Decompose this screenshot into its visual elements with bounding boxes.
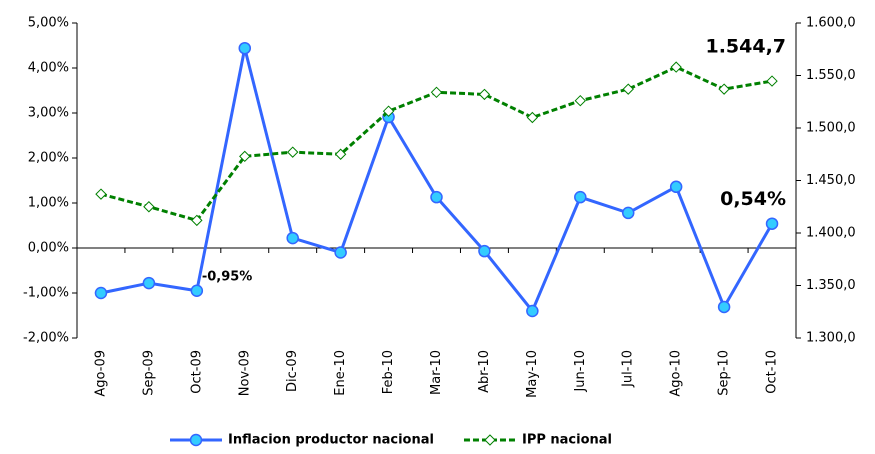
marker [94, 286, 108, 300]
marker [621, 206, 635, 220]
marker [190, 284, 204, 297]
marker [286, 231, 299, 245]
y-tick-label: 3,00% [28, 106, 69, 121]
marker [574, 190, 587, 204]
x-tick-label: Sep-10 [717, 350, 732, 396]
x-tick-label: May-10 [525, 350, 540, 398]
x-tick-label: Dic-09 [285, 350, 300, 392]
marker [142, 276, 156, 290]
data-label: 0,54% [720, 188, 786, 210]
marker [526, 304, 539, 318]
x-tick-label: Jun-10 [573, 350, 588, 393]
marker [718, 83, 730, 95]
y-tick-label: 4,00% [28, 61, 69, 76]
legend-label: IPP nacional [522, 433, 612, 448]
legend-marker [189, 433, 203, 447]
marker [766, 75, 778, 87]
marker [239, 150, 251, 163]
marker [717, 300, 731, 314]
marker [430, 190, 443, 204]
y2-tick-label: 1.550,0 [806, 68, 856, 83]
marker [478, 244, 491, 258]
marker [670, 61, 682, 73]
legend-marker [484, 434, 496, 446]
marker [478, 88, 491, 101]
marker [669, 180, 683, 194]
y2-tick-label: 1.600,0 [806, 16, 856, 31]
marker [526, 111, 539, 124]
marker [143, 201, 155, 213]
marker [238, 41, 252, 55]
x-tick-label: Oct-10 [765, 350, 780, 394]
marker [622, 83, 634, 95]
y2-tick-label: 1.450,0 [806, 173, 856, 188]
y-tick-label: -2,00% [23, 331, 69, 346]
y2-tick-label: 1.500,0 [806, 121, 856, 136]
y-tick-label: 5,00% [28, 16, 69, 31]
x-tick-label: Ene-10 [333, 350, 348, 396]
x-tick-label: Ago-09 [93, 350, 108, 397]
marker [430, 86, 443, 99]
marker [765, 217, 779, 230]
marker [191, 214, 203, 227]
marker [382, 105, 395, 117]
x-tick-label: Ago-10 [669, 350, 684, 397]
marker [95, 188, 107, 200]
y-tick-label: 2,00% [28, 151, 69, 166]
y-tick-label: 0,00% [28, 241, 69, 256]
y2-tick-label: 1.350,0 [806, 278, 856, 293]
y2-tick-label: 1.300,0 [806, 331, 856, 346]
marker [334, 148, 347, 160]
marker [574, 94, 587, 107]
x-tick-label: Sep-09 [141, 350, 156, 396]
x-tick-label: Abr-10 [477, 350, 492, 393]
y-tick-label: 1,00% [28, 196, 69, 211]
x-tick-label: Oct-09 [189, 350, 204, 394]
x-tick-label: Nov-09 [237, 350, 252, 396]
x-tick-label: Jul-10 [621, 350, 636, 388]
marker [286, 146, 299, 158]
marker [334, 246, 347, 259]
y2-tick-label: 1.400,0 [806, 226, 856, 241]
x-tick-label: Feb-10 [381, 350, 396, 394]
y-tick-label: -1,00% [23, 286, 69, 301]
x-tick-label: Mar-10 [429, 350, 444, 395]
legend-label: Inflacion productor nacional [228, 433, 434, 448]
data-label: 1.544,7 [705, 36, 786, 58]
data-label: -0,95% [202, 269, 253, 284]
